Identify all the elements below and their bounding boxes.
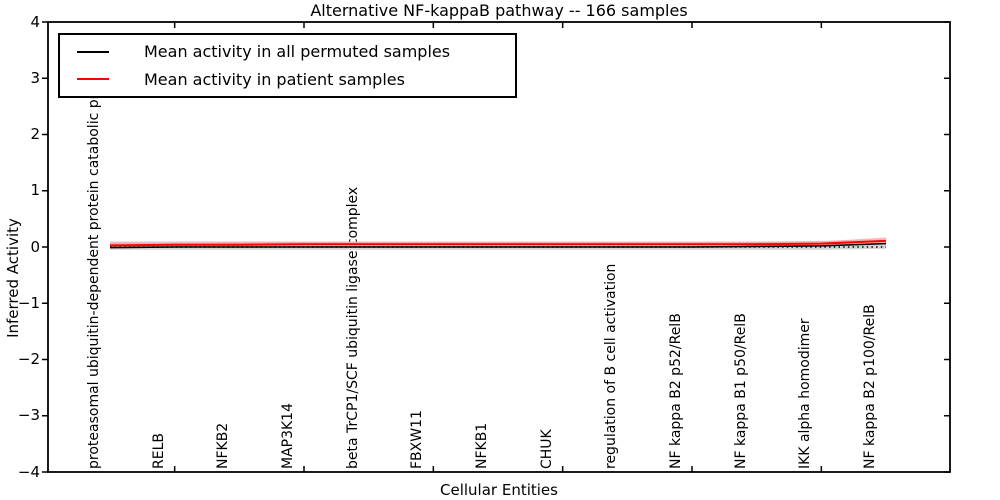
permuted-line-swatch-icon xyxy=(77,50,109,53)
x-tick-label: NFKB1 xyxy=(474,422,490,469)
y-tick-label: 3 xyxy=(30,68,40,87)
x-tick-label: RELB xyxy=(150,433,167,469)
x-tick-label: IKK alpha homodimer xyxy=(797,318,814,469)
legend-label-permuted: Mean activity in all permuted samples xyxy=(144,42,451,62)
x-tick-label: MAP3K14 xyxy=(280,402,296,469)
x-tick-label: NF kappa B2 p52/RelB xyxy=(668,313,684,469)
y-tick-label: −2 xyxy=(17,350,40,368)
legend-item-patient: Mean activity in patient samples xyxy=(60,66,515,92)
y-tick-label: −1 xyxy=(17,293,40,312)
y-tick-label: −4 xyxy=(17,462,40,481)
x-tick-label: regulation of B cell activation xyxy=(603,263,620,469)
legend-item-permuted: Mean activity in all permuted samples xyxy=(60,39,515,65)
x-tick-label: NF kappa B1 p50/RelB xyxy=(732,313,749,469)
y-axis-label: Inferred Activity xyxy=(4,218,22,338)
x-axis-label: Cellular Entities xyxy=(440,481,558,499)
y-tick-label: 0 xyxy=(30,237,40,256)
x-tick-label: CHUK xyxy=(538,429,555,469)
x-tick-label: FBXW11 xyxy=(409,410,426,469)
chart-title: Alternative NF-kappaB pathway -- 166 sam… xyxy=(310,1,688,20)
patient-line-swatch-icon xyxy=(77,78,109,81)
y-tick-label: −3 xyxy=(17,406,40,425)
x-tick-label: NFKB2 xyxy=(215,422,232,469)
legend: Mean activity in all permuted samples Me… xyxy=(58,33,517,98)
legend-label-patient: Mean activity in patient samples xyxy=(144,69,405,89)
x-tick-label: beta TrCP1/SCF ubiquitin ligase complex xyxy=(344,186,361,469)
x-tick-label: NF kappa B2 p100/RelB xyxy=(862,304,878,469)
x-tick-label: proteasomal ubiquitin-dependent protein … xyxy=(86,93,102,469)
y-tick-label: 1 xyxy=(30,181,40,200)
y-tick-label: 4 xyxy=(30,12,40,31)
y-tick-label: 2 xyxy=(30,125,40,143)
